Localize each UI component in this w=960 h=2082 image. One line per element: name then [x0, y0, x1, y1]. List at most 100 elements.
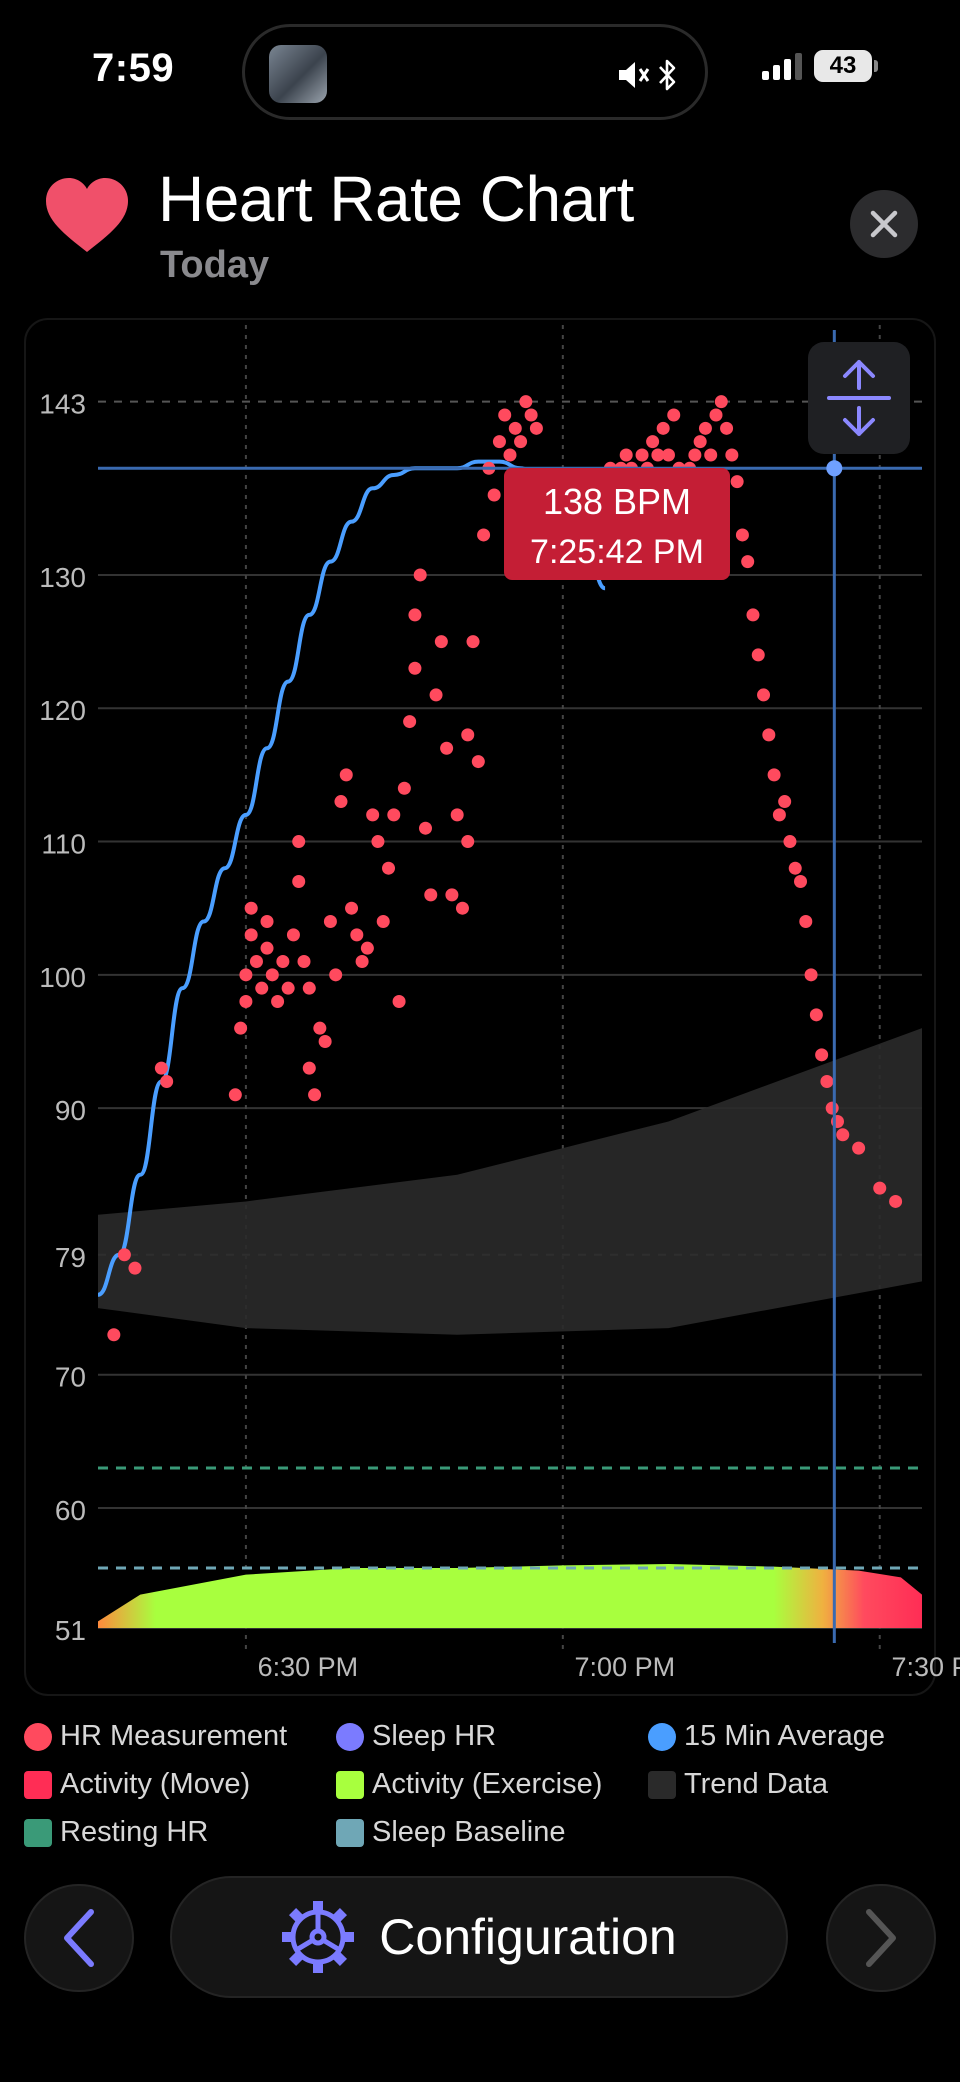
legend-label: Resting HR [60, 1816, 209, 1848]
hr-point [836, 1128, 850, 1142]
hr-point [524, 408, 538, 422]
chevron-left-icon [64, 1909, 94, 1967]
tick-labels: 143 130 120 110 100 90 79 70 60 51 6:30 PM 7:00 PM 7… [39, 389, 960, 1682]
legend-swatch [24, 1818, 52, 1847]
hr-point [434, 635, 448, 649]
hr-point [799, 915, 813, 929]
hr-point [741, 555, 755, 569]
page-title: Heart Rate Chart [158, 163, 634, 235]
hr-point [160, 1074, 174, 1088]
legend-item: Sleep Baseline [336, 1816, 565, 1849]
hr-point [693, 435, 707, 449]
legend-label: 15 Min Average [684, 1720, 885, 1752]
legend-label: Sleep HR [372, 1720, 497, 1752]
hr-point [762, 728, 776, 742]
hr-point [323, 915, 337, 929]
hr-point [387, 808, 401, 822]
hr-point [440, 741, 454, 755]
now-playing-artwork[interactable] [269, 45, 327, 103]
hr-point [128, 1261, 142, 1275]
tooltip-bpm: 138 BPM [543, 481, 691, 522]
hr-point [429, 688, 443, 702]
configuration-button[interactable]: Configuration [170, 1876, 788, 1998]
hr-point [646, 435, 660, 449]
heart-rate-chart[interactable]: 143 130 120 110 100 90 79 70 60 51 6:30 PM 7:00 PM 7… [0, 0, 960, 1700]
hr-point [873, 1181, 887, 1195]
hr-point [661, 448, 675, 462]
hr-point [503, 448, 517, 462]
hr-point [825, 1101, 839, 1115]
hr-point [302, 981, 316, 995]
y-tick-label: 130 [39, 562, 86, 593]
hr-point [271, 995, 285, 1008]
legend-item: Trend Data [648, 1768, 828, 1801]
legend-item: Sleep HR [336, 1720, 496, 1753]
expand-vertical-icon [827, 360, 891, 436]
hr-point [698, 421, 712, 435]
legend-swatch [24, 1722, 52, 1751]
hr-point [809, 1008, 823, 1022]
legend-item: Activity (Move) [24, 1768, 250, 1801]
battery-icon: 43 [814, 50, 878, 82]
hr-point [783, 835, 797, 849]
next-button[interactable] [826, 1884, 936, 1992]
hr-point [656, 421, 670, 435]
legend-item: Activity (Exercise) [336, 1768, 602, 1801]
y-tick-label: 110 [41, 829, 86, 860]
speaker-icon [619, 62, 650, 88]
legend-swatch [336, 1722, 364, 1751]
gear-icon [282, 1901, 355, 1973]
hr-point [730, 475, 744, 489]
y-tick-label: 60 [55, 1495, 86, 1526]
hr-point [318, 1034, 332, 1048]
status-time: 7:59 [92, 46, 175, 90]
hr-point [239, 968, 253, 982]
close-button[interactable] [850, 190, 918, 258]
x-tick-label: 6:30 PM [258, 1652, 359, 1682]
hr-point [508, 421, 522, 435]
hr-point [461, 728, 475, 742]
hr-point [376, 915, 390, 929]
tooltip-time: 7:25:42 PM [530, 533, 704, 571]
hr-point [889, 1194, 903, 1208]
hr-point [286, 928, 300, 942]
hr-point [820, 1074, 834, 1088]
legend-swatch [648, 1722, 676, 1751]
hr-point [788, 861, 802, 875]
hr-point [778, 795, 792, 809]
legend-label: HR Measurement [60, 1720, 288, 1752]
x-tick-label: 7:00 PM [575, 1652, 676, 1682]
bluetooth-icon [659, 59, 676, 91]
activity-layer [98, 1564, 922, 1628]
hr-point [260, 941, 274, 955]
hr-point [308, 1088, 322, 1102]
hr-point [107, 1328, 121, 1342]
hr-point [276, 955, 290, 969]
chart-card [24, 318, 936, 1696]
hr-point [366, 808, 380, 822]
hr-point [772, 808, 786, 822]
hr-point [408, 608, 422, 622]
legend-label: Activity (Exercise) [372, 1768, 603, 1800]
hr-point [265, 968, 279, 982]
y-tick-label: 79 [55, 1242, 86, 1273]
hr-point [239, 995, 253, 1008]
hr-point [751, 648, 765, 662]
legend-item: HR Measurement [24, 1720, 287, 1753]
hr-point [360, 941, 374, 955]
legend-swatch [648, 1770, 676, 1799]
hr-point [757, 688, 771, 702]
hr-point [498, 408, 512, 422]
y-tick-label: 143 [39, 389, 86, 420]
legend-swatch [336, 1818, 364, 1847]
hr-point [302, 1061, 316, 1075]
tooltip: 138 BPM 7:25:42 PM [504, 468, 730, 580]
expand-button[interactable] [808, 342, 910, 454]
activity-area [98, 1564, 922, 1628]
previous-button[interactable] [24, 1884, 134, 1992]
legend-swatch [24, 1770, 52, 1799]
hr-point [255, 981, 269, 995]
trend-band [98, 1028, 922, 1335]
dynamic-island[interactable] [242, 24, 708, 120]
hr-point [329, 968, 343, 982]
